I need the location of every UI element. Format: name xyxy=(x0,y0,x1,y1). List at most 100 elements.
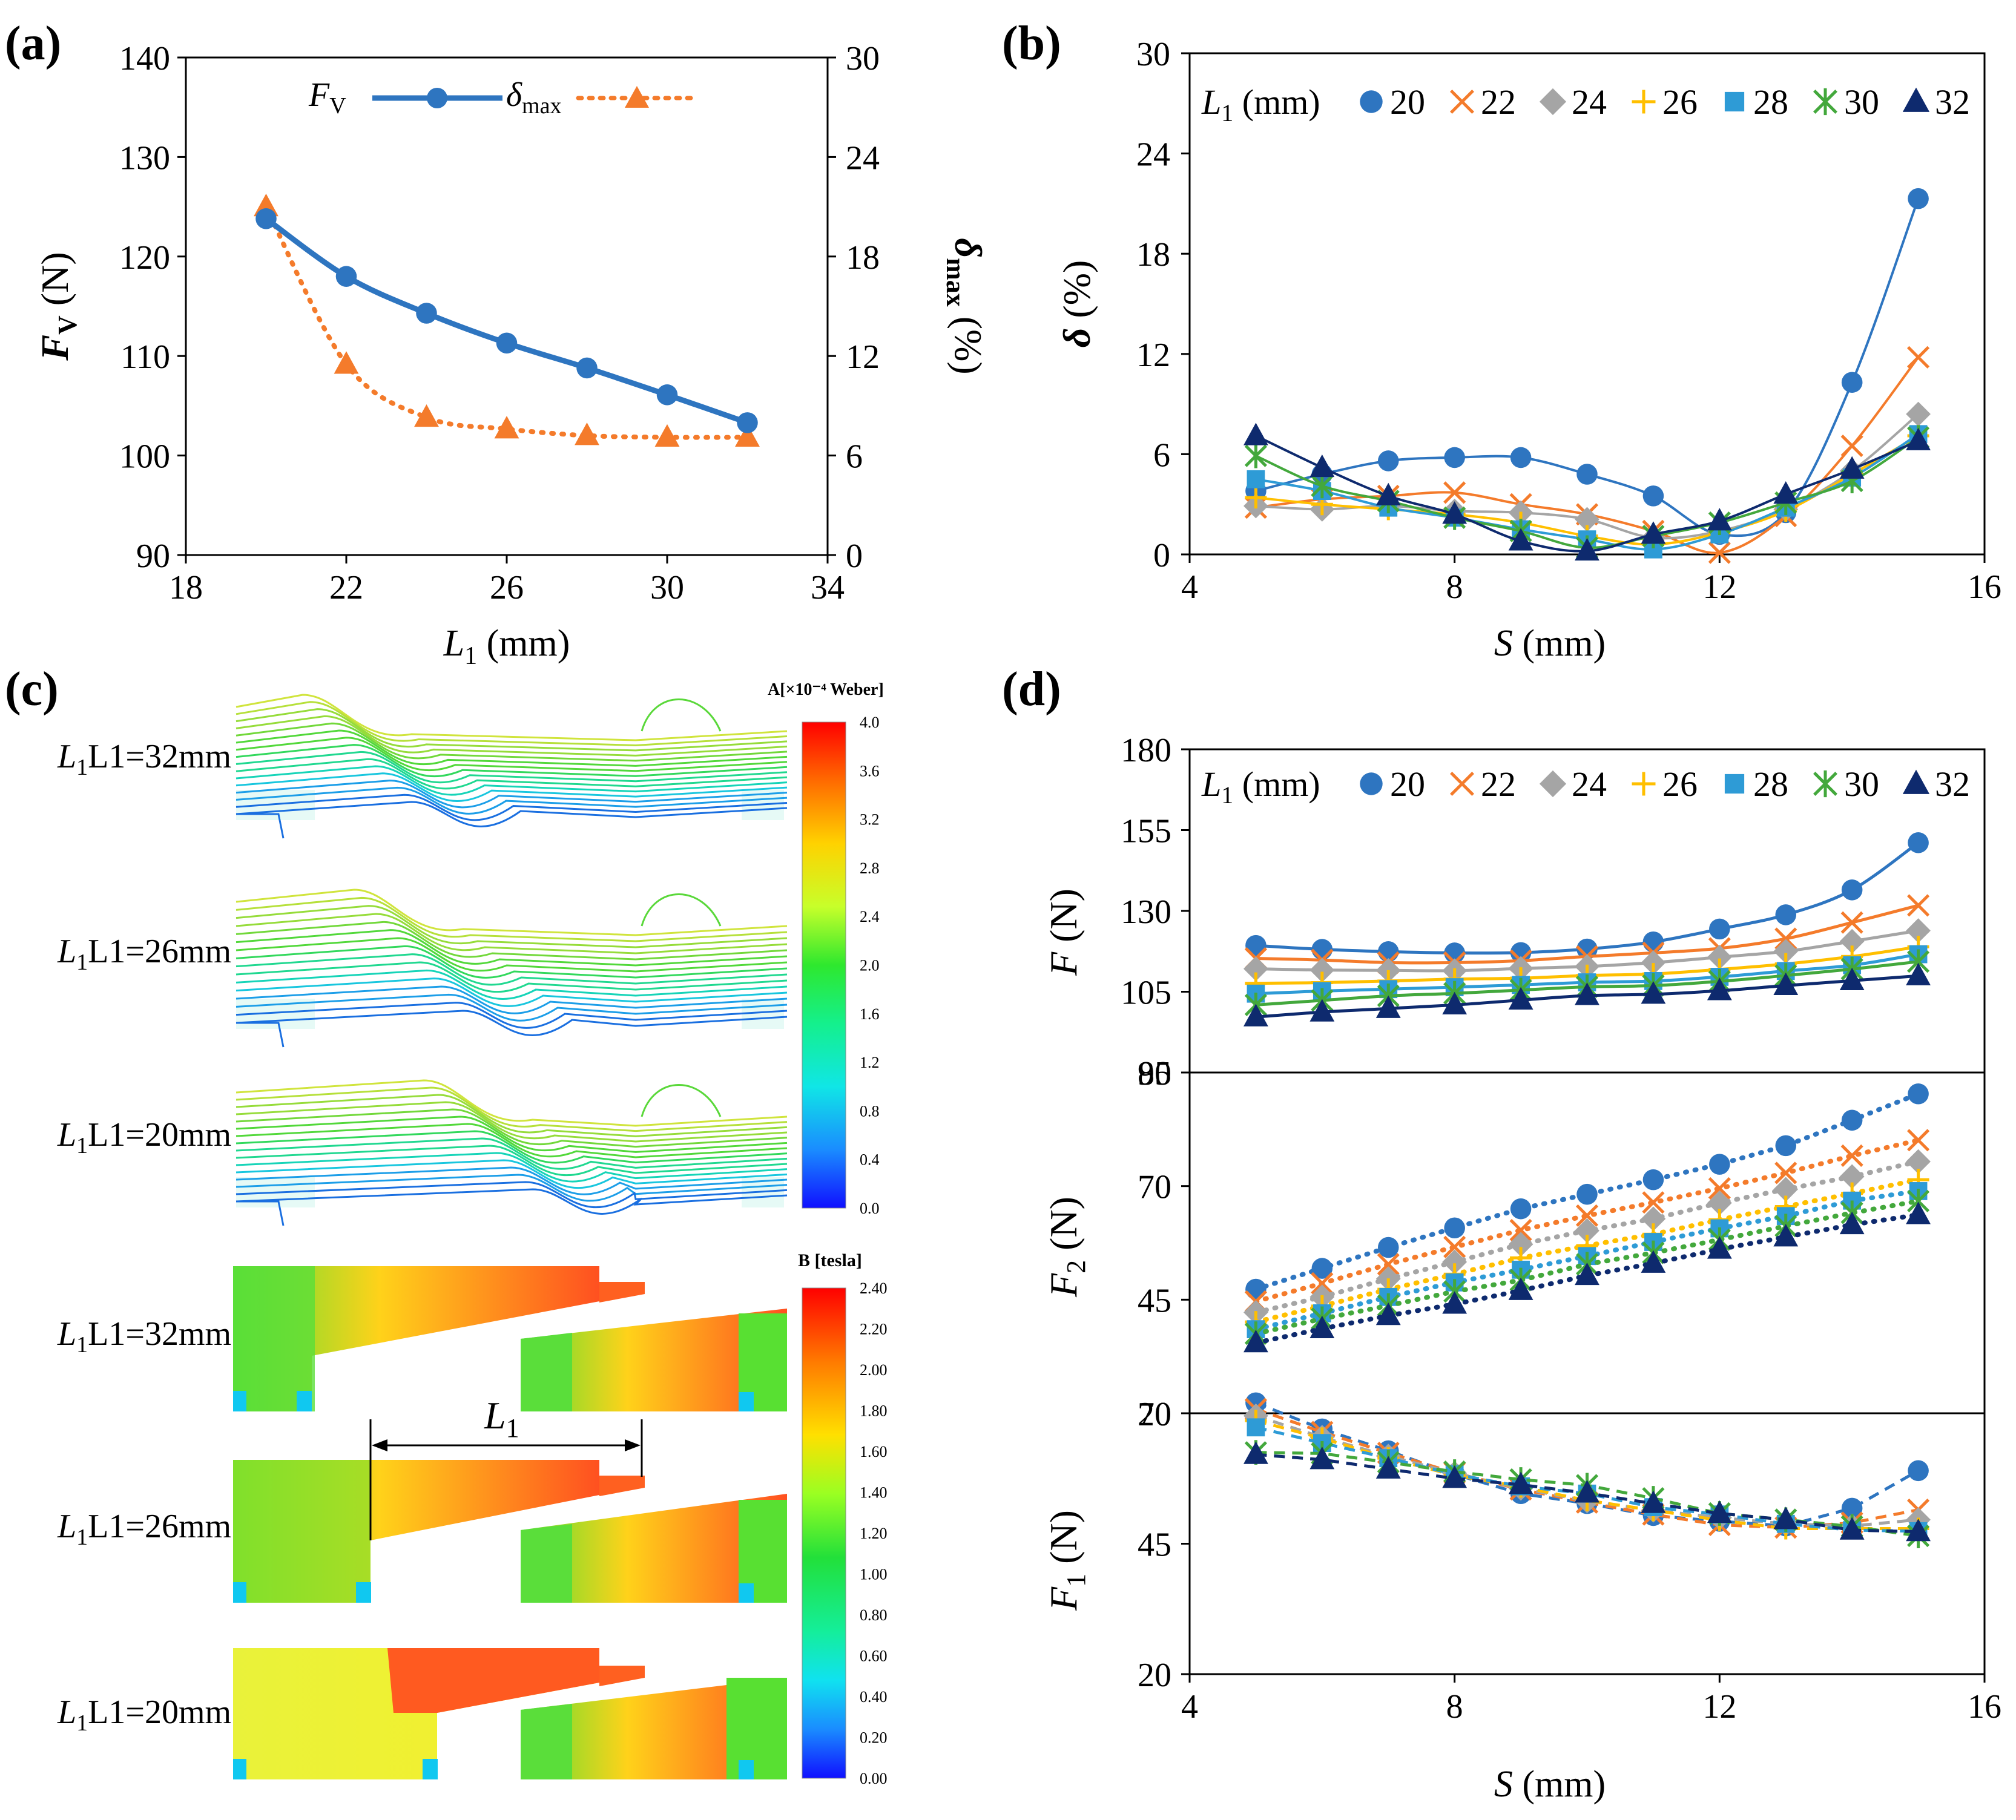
legend-label-28: 28 xyxy=(1753,764,1788,804)
flux-colorbar-tick: 3.2 xyxy=(860,811,880,829)
panel-a-frame xyxy=(185,56,829,556)
x-tick-label: 30 xyxy=(650,569,684,606)
point-32 xyxy=(1375,482,1401,505)
d-top-point-32 xyxy=(1839,967,1865,990)
y-tick-label: 18 xyxy=(1136,236,1170,274)
panel-b-plot xyxy=(1244,188,1931,564)
flux-row-label-32: L1L1=32mm xyxy=(57,738,231,780)
d-top-point-24 xyxy=(1773,939,1799,964)
b-colorbar-ticks: 2.40 2.20 2.00 1.80 1.60 1.40 1.20 1.00 0.80 0.60… xyxy=(860,1280,888,1787)
legend-marker-24 xyxy=(1539,770,1567,798)
legend-fv-marker xyxy=(427,88,447,108)
fv-point xyxy=(496,332,518,354)
legend-delta-marker xyxy=(625,86,649,108)
fv-point xyxy=(255,208,277,229)
legend-title: L1 (mm) xyxy=(1201,764,1320,809)
panel-d-chart: 80 105 130 155 180 20 45 70 95 20 45 70 4 8 12 16 L1 (m… xyxy=(1042,732,2001,1805)
d-mid-point-32 xyxy=(1707,1236,1732,1259)
d-mid-point-22 xyxy=(1907,1129,1930,1152)
d-top-point-20 xyxy=(1510,942,1532,964)
panel-b-ticks: 4 8 12 16 0 6 12 18 24 30 xyxy=(1136,36,2001,606)
point-30 xyxy=(1244,443,1267,468)
point-20 xyxy=(1642,485,1664,507)
d-mid-point-20 xyxy=(1311,1258,1333,1279)
d-mid-point-22 xyxy=(1377,1253,1400,1276)
legend-label-26: 26 xyxy=(1662,82,1698,122)
point-32 xyxy=(1244,422,1268,445)
d-bottom-point-32 xyxy=(1508,1471,1533,1494)
y2-tick-label: 30 xyxy=(846,40,880,77)
delta-max-point xyxy=(334,351,359,374)
b-colorbar-tick: 1.60 xyxy=(860,1443,888,1460)
d-mid-point-32 xyxy=(1773,1224,1799,1247)
d-mid-point-24 xyxy=(1906,1149,1931,1174)
d-mid-point-20 xyxy=(1444,1217,1465,1239)
d-top-point-32 xyxy=(1375,995,1401,1018)
point-20 xyxy=(1510,447,1532,468)
y-tick-label: 0 xyxy=(1153,537,1170,574)
d-mid-point-22 xyxy=(1575,1204,1599,1227)
panel-c-figure: L1L1=32mm L1L1=26mm L1L1=20mm A[×10⁻⁴ We… xyxy=(57,680,888,1787)
d-top-point-20 xyxy=(1576,938,1598,960)
d-bottom-line-24 xyxy=(1255,1414,1919,1528)
flux-colorbar-tick: 1.6 xyxy=(860,1005,880,1023)
fv-point xyxy=(737,412,758,433)
d-mid-point-20 xyxy=(1642,1169,1664,1191)
x-tick-label: 16 xyxy=(1968,568,2001,606)
x-tick-label: 8 xyxy=(1446,568,1463,606)
y-tick-label: 70 xyxy=(1138,1396,1171,1433)
point-22 xyxy=(1840,435,1863,458)
d-mid-point-22 xyxy=(1509,1218,1532,1242)
y-tick-label: 90 xyxy=(136,537,170,575)
y-tick-label: 80 xyxy=(1138,1055,1171,1092)
legend-marker-24 xyxy=(1539,88,1567,116)
b-field-row-26 xyxy=(233,1460,787,1603)
y-tick-label: 45 xyxy=(1138,1282,1171,1319)
flux-row-1 xyxy=(236,889,788,1048)
point-32 xyxy=(1309,454,1335,478)
d-mid-point-24 xyxy=(1707,1191,1732,1215)
b-colorbar-tick: 2.20 xyxy=(860,1321,888,1338)
d-mid-point-32 xyxy=(1375,1303,1401,1326)
d-bottom-point-32 xyxy=(1707,1500,1732,1523)
point-20 xyxy=(1444,447,1465,468)
legend-label-22: 22 xyxy=(1481,82,1516,122)
point-32 xyxy=(1773,481,1799,504)
fv-point xyxy=(335,266,357,287)
d-top-point-20 xyxy=(1841,879,1863,901)
d-top-point-20 xyxy=(1908,832,1929,853)
panel-d-top-ylabel: F (N) xyxy=(1042,889,1085,976)
d-mid-point-32 xyxy=(1906,1201,1931,1224)
y2-tick-label: 12 xyxy=(846,338,880,376)
b-colorbar-tick: 0.80 xyxy=(860,1606,888,1624)
delta-max-point xyxy=(735,424,760,447)
legend-label-20: 20 xyxy=(1390,764,1425,804)
l1-dimension-label: L1 xyxy=(484,1394,519,1443)
d-bottom-point-32 xyxy=(1641,1490,1666,1513)
b-colorbar-tick: 1.80 xyxy=(860,1402,888,1420)
d-mid-point-20 xyxy=(1377,1237,1399,1258)
legend-marker-28 xyxy=(1724,91,1745,112)
y-tick-label: 45 xyxy=(1138,1526,1171,1564)
d-top-point-24 xyxy=(1707,944,1732,970)
point-32 xyxy=(1906,427,1931,450)
d-mid-point-24 xyxy=(1773,1177,1799,1202)
b-colorbar-tick: 1.40 xyxy=(860,1484,888,1502)
x-tick-label: 4 xyxy=(1181,568,1198,606)
panel-b-chart: 4 8 12 16 0 6 12 18 24 30 L1 (mm) 20 22 24 26 28 30 32 S… xyxy=(1055,36,2001,664)
d-bottom-point-32 xyxy=(1839,1517,1865,1540)
d-top-point-32 xyxy=(1773,972,1799,995)
d-mid-point-32 xyxy=(1641,1250,1666,1273)
point-32 xyxy=(1442,501,1468,524)
flux-colorbar-tick: 1.2 xyxy=(860,1054,880,1071)
panel-b-xlabel: S (mm) xyxy=(1494,623,1606,664)
flux-contour-plots xyxy=(236,694,788,1226)
legend-marker-30 xyxy=(1813,770,1837,798)
point-32 xyxy=(1575,537,1599,561)
legend-label-24: 24 xyxy=(1572,764,1607,804)
d-bottom-point-32 xyxy=(1442,1465,1468,1488)
y-tick-label: 24 xyxy=(1136,136,1170,174)
fv-point xyxy=(416,303,437,324)
d-bottom-point-32 xyxy=(1244,1441,1268,1464)
